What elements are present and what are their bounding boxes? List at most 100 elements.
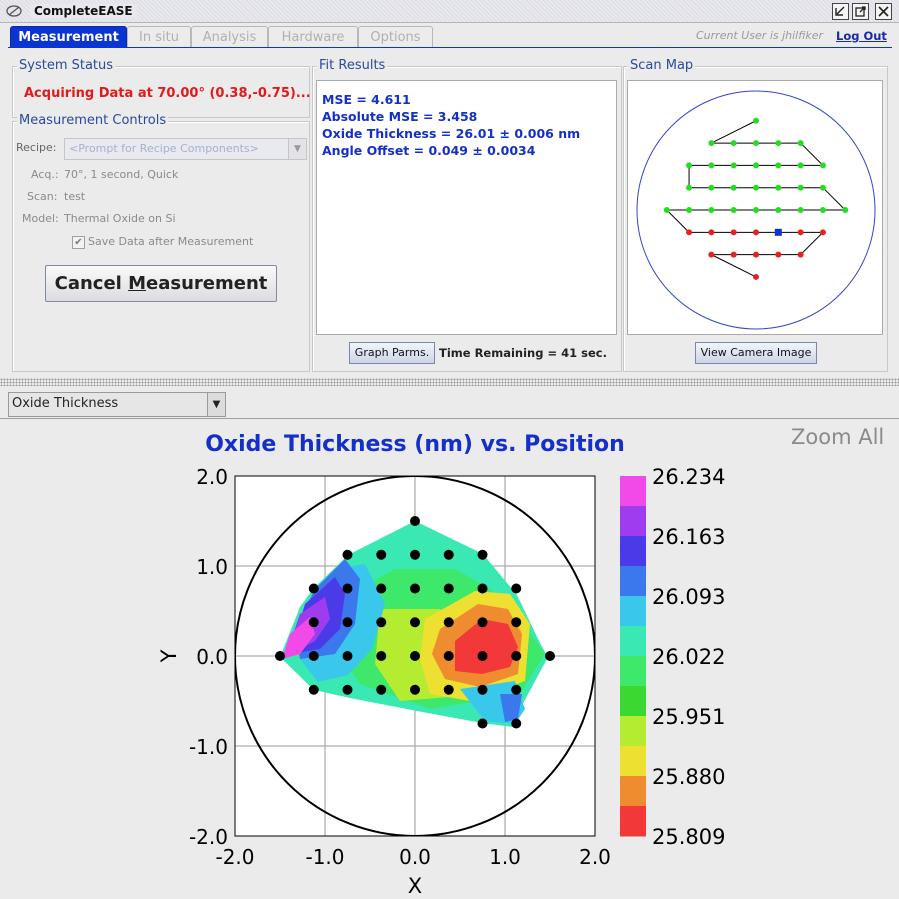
- acq-label: Acq.:: [31, 168, 59, 181]
- plot-frame: [234, 475, 596, 837]
- minimize-icon: [835, 6, 845, 16]
- colorbar-tick-label: 25.880: [652, 765, 725, 789]
- measurement-point: [477, 718, 488, 729]
- scan-point: [797, 162, 804, 169]
- scan-point: [708, 229, 715, 236]
- plot-parameter-select[interactable]: Oxide Thickness ▼: [8, 392, 226, 417]
- tab-options[interactable]: Options: [358, 26, 433, 48]
- measurement-point: [376, 651, 387, 661]
- minimize-button[interactable]: [832, 3, 849, 20]
- graph-parms-button[interactable]: Graph Parms.: [349, 342, 435, 364]
- time-remaining: Time Remaining = 41 sec.: [439, 346, 607, 360]
- scan-point: [686, 162, 693, 169]
- measurement-point: [342, 583, 353, 594]
- scan-point: [753, 273, 759, 280]
- maximize-icon: [855, 6, 866, 17]
- scan-point: [819, 162, 826, 169]
- axis-ticks: -2.0 -1.0 0.0 1.0 2.0 2.0 1.0 0.0 -1.0 -2.0: [189, 465, 611, 869]
- save-data-checkbox[interactable]: ✔: [72, 236, 85, 249]
- chart-title: Oxide Thickness (nm) vs. Position: [205, 432, 625, 457]
- scan-point: [753, 162, 759, 169]
- scan-point: [730, 207, 737, 213]
- chevron-down-icon[interactable]: ▼: [207, 393, 225, 416]
- tab-hardware[interactable]: Hardware: [268, 26, 358, 48]
- colorbar-segment: [620, 506, 646, 537]
- scan-map-title: Scan Map: [628, 58, 696, 73]
- measurement-point: [308, 684, 319, 695]
- logout-link[interactable]: Log Out: [836, 29, 887, 43]
- colorbar-segment: [620, 716, 646, 747]
- scan-value: test: [64, 190, 86, 203]
- scan-point: [753, 140, 759, 147]
- x-tick-label: -2.0: [215, 845, 254, 869]
- scan-point: [730, 162, 737, 169]
- measurement-point: [477, 617, 488, 628]
- colorbar-segment: [620, 596, 646, 627]
- tab-in-situ[interactable]: In situ: [127, 26, 191, 48]
- title-bar: CompleteEASE: [0, 0, 899, 23]
- colorbar-segment: [620, 746, 646, 777]
- colorbar-tick-label: 25.951: [652, 705, 725, 729]
- measurement-point: [477, 684, 488, 695]
- measurement-controls-title: Measurement Controls: [17, 113, 169, 128]
- scan-point: [686, 229, 693, 236]
- maximize-button[interactable]: [852, 3, 869, 20]
- measurement-point: [443, 684, 454, 695]
- scan-point-current: [774, 228, 782, 236]
- measurement-point: [376, 549, 387, 560]
- scan-point: [708, 140, 715, 147]
- measurement-point: [376, 583, 387, 594]
- y-tick-label: 0.0: [196, 645, 228, 669]
- contour-region-lower-right-blue: [500, 694, 522, 722]
- tab-measurement[interactable]: Measurement: [10, 26, 127, 48]
- colorbar-segment: [620, 686, 646, 717]
- scan-point: [663, 207, 670, 213]
- fit-line-abs-mse: Absolute MSE = 3.458: [322, 109, 478, 124]
- recipe-select[interactable]: <Prompt for Recipe Components> ▼: [64, 138, 307, 160]
- scan-point: [797, 229, 804, 236]
- y-tick-label: 1.0: [196, 555, 228, 579]
- y-tick-label: -1.0: [189, 735, 228, 759]
- scan-point: [775, 251, 782, 258]
- view-camera-image-button[interactable]: View Camera Image: [695, 342, 817, 364]
- scan-point: [797, 251, 804, 258]
- x-tick-label: -1.0: [305, 845, 344, 869]
- measurement-point: [511, 617, 522, 628]
- measurement-point: [275, 651, 285, 661]
- splitter-handle[interactable]: [0, 378, 899, 386]
- scan-point: [686, 184, 693, 191]
- measurement-point: [342, 684, 353, 695]
- cancel-measurement-button[interactable]: Cancel Measurement: [45, 265, 277, 302]
- divider: [0, 418, 899, 419]
- measurement-point: [308, 617, 319, 628]
- x-axis-label: X: [408, 874, 422, 898]
- fit-line-thickness: Oxide Thickness = 26.01 ± 0.006 nm: [322, 126, 581, 141]
- x-tick-label: 1.0: [489, 845, 521, 869]
- scan-point: [842, 207, 849, 213]
- colorbar-tick-label: 26.022: [652, 645, 725, 669]
- cancel-label-suffix: easurement: [146, 273, 268, 294]
- thickness-map-chart: -2.0 -1.0 0.0 1.0 2.0 2.0 1.0 0.0 -1.0 -2.0 X Y 2…: [157, 465, 725, 898]
- scan-map-path: [665, 120, 847, 278]
- colorbar-segment: [620, 776, 646, 807]
- chevron-down-icon[interactable]: ▼: [288, 139, 306, 159]
- zoom-all-button[interactable]: Zoom All: [791, 425, 885, 449]
- x-tick-label: 2.0: [579, 845, 611, 869]
- measurement-point: [511, 583, 522, 594]
- y-axis-label: Y: [157, 649, 181, 663]
- colorbar-tick-label: 26.163: [652, 525, 725, 549]
- scan-point: [708, 184, 715, 191]
- colorbar-segment: [620, 806, 646, 837]
- tab-analysis[interactable]: Analysis: [191, 26, 268, 48]
- fit-results-box: MSE = 4.611 Absolute MSE = 3.458 Oxide T…: [316, 80, 617, 335]
- measurement-point: [443, 549, 454, 560]
- measurement-points: [275, 516, 555, 729]
- colorbar-segment: [620, 566, 646, 597]
- scan-point: [708, 251, 715, 258]
- recipe-value: <Prompt for Recipe Components>: [69, 142, 259, 155]
- close-button[interactable]: [875, 3, 892, 20]
- measurement-point: [545, 651, 555, 661]
- app-title: CompleteEASE: [30, 4, 137, 18]
- measurement-point: [410, 549, 420, 560]
- measurement-point: [511, 718, 522, 729]
